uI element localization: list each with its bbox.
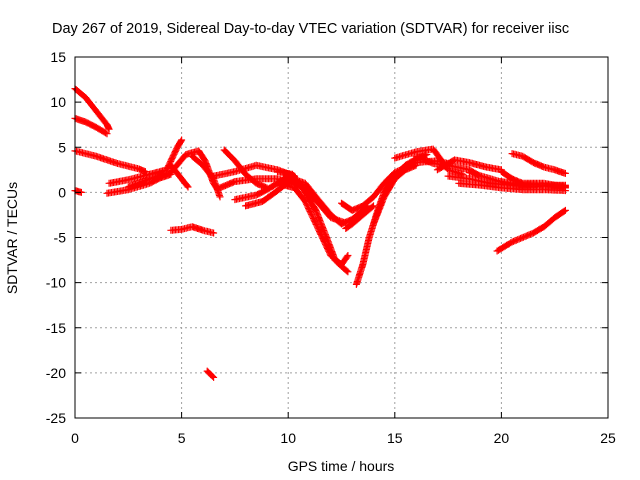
- series-markers: [508, 150, 569, 177]
- series-markers: [71, 147, 149, 176]
- x-tick-label: 25: [600, 430, 616, 446]
- x-axis-title: GPS time / hours: [288, 458, 395, 474]
- series-markers: [105, 136, 186, 187]
- y-tick-label: 0: [58, 184, 66, 200]
- y-tick-label: -15: [46, 320, 66, 336]
- series-markers: [497, 178, 569, 190]
- axis-ticks: 0 5 10 15 20 25 -25 -20 -15 -10 -5 0 5 10 15: [46, 49, 616, 446]
- x-tick-label: 20: [494, 430, 510, 446]
- x-tick-label: 15: [387, 430, 403, 446]
- data-points: [71, 85, 569, 381]
- series-markers: [352, 151, 431, 288]
- y-tick-label: 10: [50, 94, 66, 110]
- y-tick-label: -20: [46, 365, 66, 381]
- x-tick-label: 5: [178, 430, 186, 446]
- series-s19: [284, 175, 348, 226]
- series-markers: [493, 206, 569, 255]
- series-markers: [203, 367, 218, 381]
- series-markers: [370, 161, 420, 228]
- chart-title: Day 267 of 2019, Sidereal Day-to-day VTE…: [52, 21, 569, 37]
- y-tick-label: -5: [54, 230, 67, 246]
- series-s21: [342, 202, 377, 232]
- y-tick-label: -25: [46, 410, 66, 426]
- x-tick-label: 10: [280, 430, 296, 446]
- series-markers: [433, 156, 505, 174]
- series-markers: [284, 175, 348, 226]
- series-s14: [220, 146, 271, 192]
- series-s24: [370, 161, 420, 228]
- x-tick-label: 0: [71, 430, 79, 446]
- series-s8: [167, 161, 192, 191]
- grid: [75, 57, 608, 418]
- series-s22: [352, 151, 431, 288]
- series-markers: [220, 146, 271, 192]
- y-axis-title: SDTVAR / TECUs: [4, 182, 20, 294]
- series-markers: [167, 161, 192, 191]
- y-tick-label: 15: [50, 49, 66, 65]
- series-s10: [167, 223, 218, 237]
- series-markers: [167, 223, 218, 237]
- series-s34: [493, 206, 569, 255]
- series-s4: [71, 187, 85, 196]
- y-tick-label: -10: [46, 275, 66, 291]
- series-markers: [338, 193, 377, 214]
- series-markers: [342, 202, 377, 232]
- series-s6: [105, 136, 186, 187]
- series-s27: [433, 156, 505, 174]
- series-s11: [203, 367, 218, 381]
- series-markers: [71, 187, 85, 196]
- series-s32: [497, 178, 569, 190]
- y-tick-label: 5: [58, 139, 66, 155]
- series-s3: [71, 147, 149, 176]
- series-s20: [338, 193, 377, 214]
- series-s33: [508, 150, 569, 177]
